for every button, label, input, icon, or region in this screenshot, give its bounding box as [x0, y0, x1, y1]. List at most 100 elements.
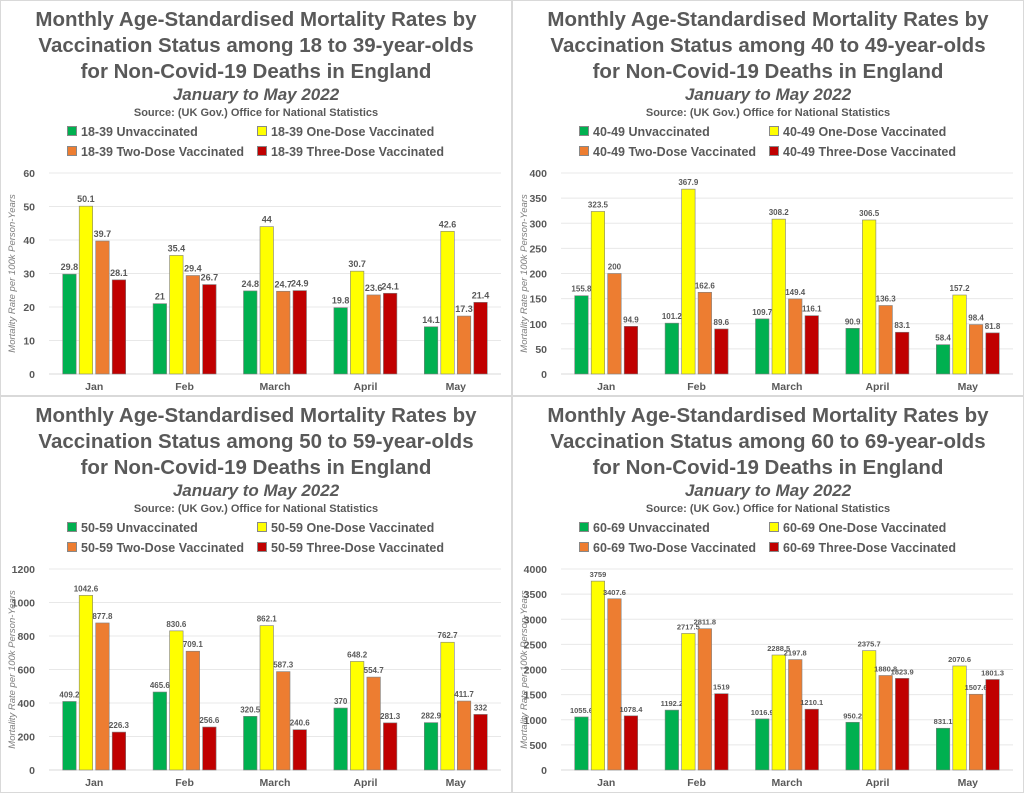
data-label: 830.6 — [166, 620, 187, 629]
legend-swatch — [769, 542, 779, 552]
title-line: for Non-Covid-19 Deaths in England — [592, 456, 944, 479]
bar — [292, 290, 307, 375]
title-line: for Non-Covid-19 Deaths in England — [80, 60, 432, 83]
legend-label: 50-59 Two-Dose Vaccinated — [81, 541, 245, 555]
bar — [862, 650, 877, 771]
x-tick-label: March — [260, 381, 291, 393]
bar — [243, 716, 258, 771]
x-tick-label: April — [353, 777, 377, 789]
legend-label: 60-69 One-Dose Vaccinated — [783, 521, 947, 535]
bar — [771, 218, 786, 375]
data-label: 29.8 — [61, 262, 79, 272]
legend-swatch — [769, 126, 779, 136]
bar — [804, 315, 819, 375]
chart-subtitle: January to May 2022 — [172, 85, 340, 104]
legend-label: 18-39 Two-Dose Vaccinated — [81, 145, 245, 159]
x-tick-label: May — [446, 381, 467, 393]
y-axis-label: Mortality Rate per 100k Person-Years — [519, 590, 530, 749]
bar — [62, 701, 77, 771]
bar — [111, 279, 126, 375]
bar — [78, 595, 93, 771]
chart-source: Source: (UK Gov.) Office for National St… — [645, 107, 891, 119]
bar — [202, 726, 217, 771]
y-tick-label: 800 — [17, 631, 35, 643]
legend-item-one-dose: 50-59 One-Dose Vaccinated — [257, 521, 434, 535]
legend-item-three-dose: 60-69 Three-Dose Vaccinated — [769, 541, 956, 555]
x-tick-label: Jan — [85, 777, 103, 789]
data-label: 81.8 — [985, 322, 1001, 331]
data-label: 1192.2 — [661, 699, 684, 708]
data-label: 90.9 — [845, 317, 861, 326]
chart-panel-18-39: Monthly Age-Standardised Mortality Rates… — [0, 0, 512, 396]
data-label: 1210.1 — [800, 698, 823, 707]
x-tick-label: April — [353, 381, 377, 393]
legend-item-two-dose: 18-39 Two-Dose Vaccinated — [67, 145, 244, 159]
legend-item-one-dose: 18-39 One-Dose Vaccinated — [257, 125, 434, 139]
title-line: Vaccination Status among 18 to 39-year-o… — [38, 34, 474, 57]
data-label: 409.2 — [59, 690, 80, 699]
title-line: Monthly Age-Standardised Mortality Rates… — [35, 404, 477, 427]
y-tick-label: 400 — [17, 698, 35, 710]
x-tick-label: Jan — [85, 381, 103, 393]
bar — [771, 654, 786, 771]
y-tick-label: 3500 — [524, 589, 548, 601]
data-label: 1507.6 — [965, 683, 988, 692]
bar — [952, 665, 967, 771]
x-tick-label: April — [865, 777, 889, 789]
bar — [664, 322, 679, 375]
data-label: 83.1 — [894, 321, 910, 330]
data-label: 226.3 — [109, 721, 130, 730]
title-line: Vaccination Status among 40 to 49-year-o… — [550, 34, 986, 57]
data-label: 370 — [334, 697, 348, 706]
bar — [574, 295, 589, 375]
data-label: 762.7 — [438, 631, 459, 640]
data-label: 323.5 — [588, 200, 609, 209]
title-line: Monthly Age-Standardised Mortality Rates… — [35, 8, 477, 31]
chart-panel-60-69: Monthly Age-Standardised Mortality Rates… — [512, 396, 1024, 793]
bar — [366, 676, 381, 771]
x-tick-label: April — [865, 381, 889, 393]
bar — [607, 598, 622, 771]
data-label: 2197.8 — [784, 649, 807, 658]
bar — [935, 727, 951, 771]
data-label: 2070.6 — [948, 655, 971, 664]
legend-swatch — [67, 146, 77, 156]
bar — [169, 255, 184, 375]
bar — [878, 305, 893, 375]
y-tick-label: 0 — [541, 765, 547, 777]
y-tick-label: 20 — [23, 302, 35, 314]
data-label: 831.1 — [934, 717, 953, 726]
data-label: 101.2 — [662, 312, 683, 321]
title-line: Monthly Age-Standardised Mortality Rates… — [547, 404, 989, 427]
y-tick-label: 500 — [529, 740, 547, 752]
bar — [623, 715, 638, 771]
y-tick-label: 1000 — [524, 715, 548, 727]
chart-source: Source: (UK Gov.) Office for National St… — [133, 503, 379, 515]
bar — [952, 294, 967, 375]
legend-label: 60-69 Three-Dose Vaccinated — [783, 541, 956, 555]
bar-chart-plot: Mortality Rate per 100k Person-Years 0 10 2… — [7, 168, 501, 393]
bar — [423, 326, 439, 375]
bar — [259, 625, 274, 771]
data-label: 24.8 — [241, 279, 259, 289]
legend-label: 60-69 Unvaccinated — [593, 521, 710, 535]
x-tick-label: May — [958, 381, 979, 393]
data-label: 3407.6 — [603, 588, 626, 597]
legend-label: 18-39 Three-Dose Vaccinated — [271, 145, 444, 159]
y-axis-label: Mortality Rate per 100k Person-Years — [7, 590, 18, 749]
legend-label: 50-59 One-Dose Vaccinated — [271, 521, 435, 535]
bar — [788, 298, 803, 375]
bar — [473, 714, 488, 771]
y-axis-label: Mortality Rate per 100k Person-Years — [519, 194, 530, 353]
y-tick-label: 400 — [529, 168, 547, 180]
data-label: 21 — [155, 292, 165, 302]
data-label: 21.4 — [472, 290, 490, 300]
bar — [185, 650, 200, 771]
y-tick-label: 30 — [23, 269, 35, 281]
bar — [697, 291, 712, 375]
chart-subtitle: January to May 2022 — [172, 481, 340, 500]
bar — [985, 679, 1000, 771]
y-tick-label: 0 — [29, 369, 35, 381]
data-label: 2717.5 — [677, 622, 700, 631]
legend-item-two-dose: 60-69 Two-Dose Vaccinated — [579, 541, 756, 555]
